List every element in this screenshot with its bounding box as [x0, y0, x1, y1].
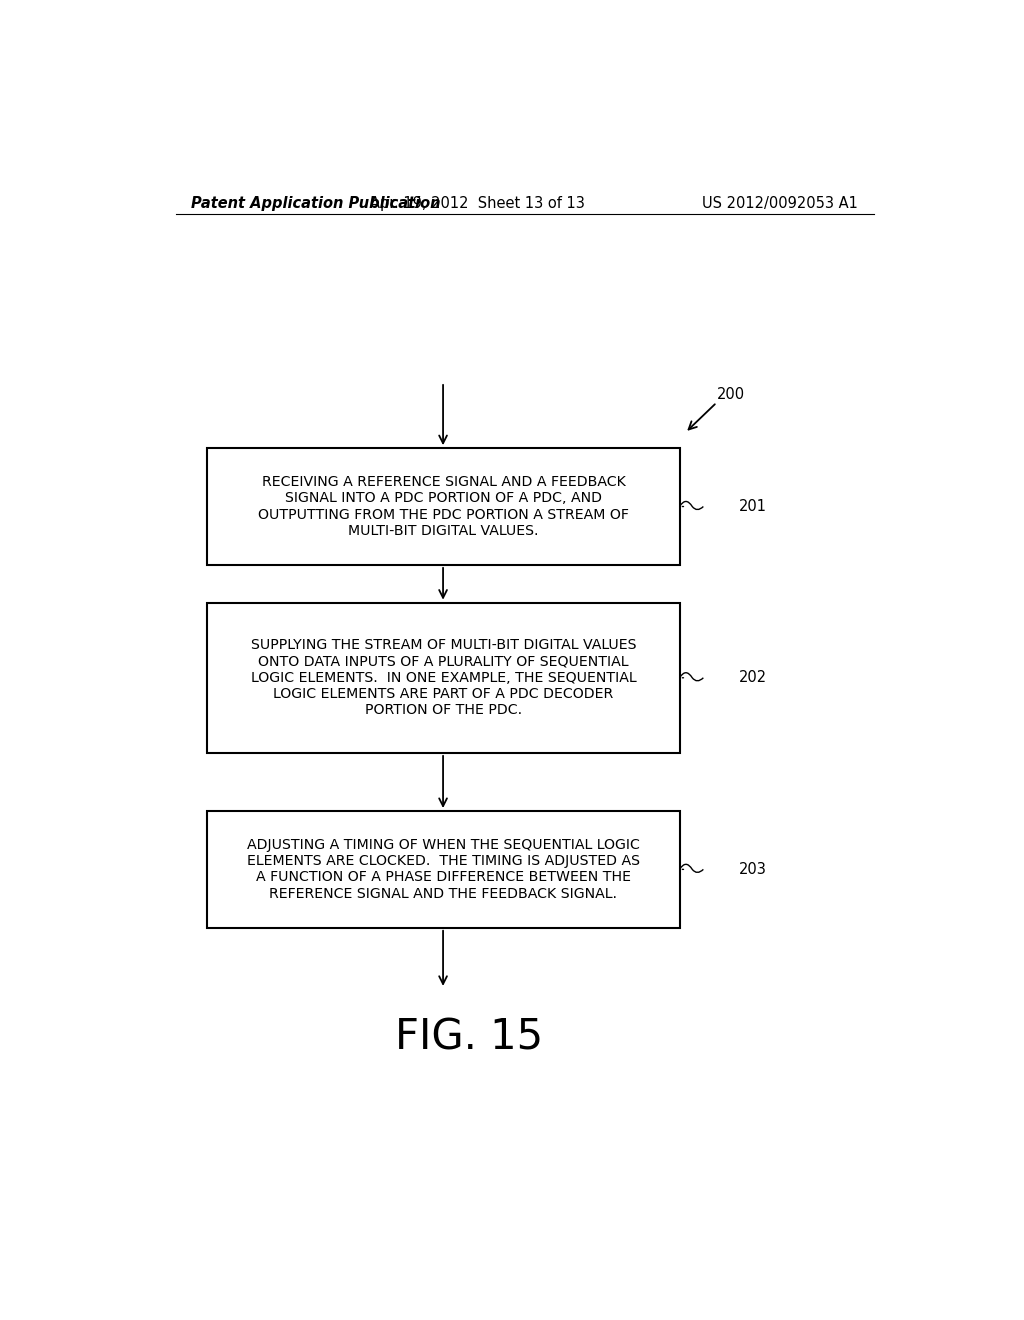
Text: RECEIVING A REFERENCE SIGNAL AND A FEEDBACK
SIGNAL INTO A PDC PORTION OF A PDC, : RECEIVING A REFERENCE SIGNAL AND A FEEDB…	[258, 475, 629, 537]
Text: Apr. 19, 2012  Sheet 13 of 13: Apr. 19, 2012 Sheet 13 of 13	[370, 195, 585, 211]
Text: SUPPLYING THE STREAM OF MULTI-BIT DIGITAL VALUES
ONTO DATA INPUTS OF A PLURALITY: SUPPLYING THE STREAM OF MULTI-BIT DIGITA…	[251, 639, 636, 717]
Bar	[207, 447, 680, 565]
Text: FIG. 15: FIG. 15	[395, 1016, 544, 1059]
Text: 201: 201	[739, 499, 767, 513]
Text: 200: 200	[717, 387, 745, 401]
Text: 202: 202	[739, 671, 767, 685]
Text: Patent Application Publication: Patent Application Publication	[191, 195, 441, 211]
Bar	[207, 810, 680, 928]
Text: ADJUSTING A TIMING OF WHEN THE SEQUENTIAL LOGIC
ELEMENTS ARE CLOCKED.  THE TIMIN: ADJUSTING A TIMING OF WHEN THE SEQUENTIA…	[247, 838, 640, 900]
Text: 203: 203	[739, 862, 767, 876]
Bar	[207, 602, 680, 752]
Text: US 2012/0092053 A1: US 2012/0092053 A1	[702, 195, 858, 211]
